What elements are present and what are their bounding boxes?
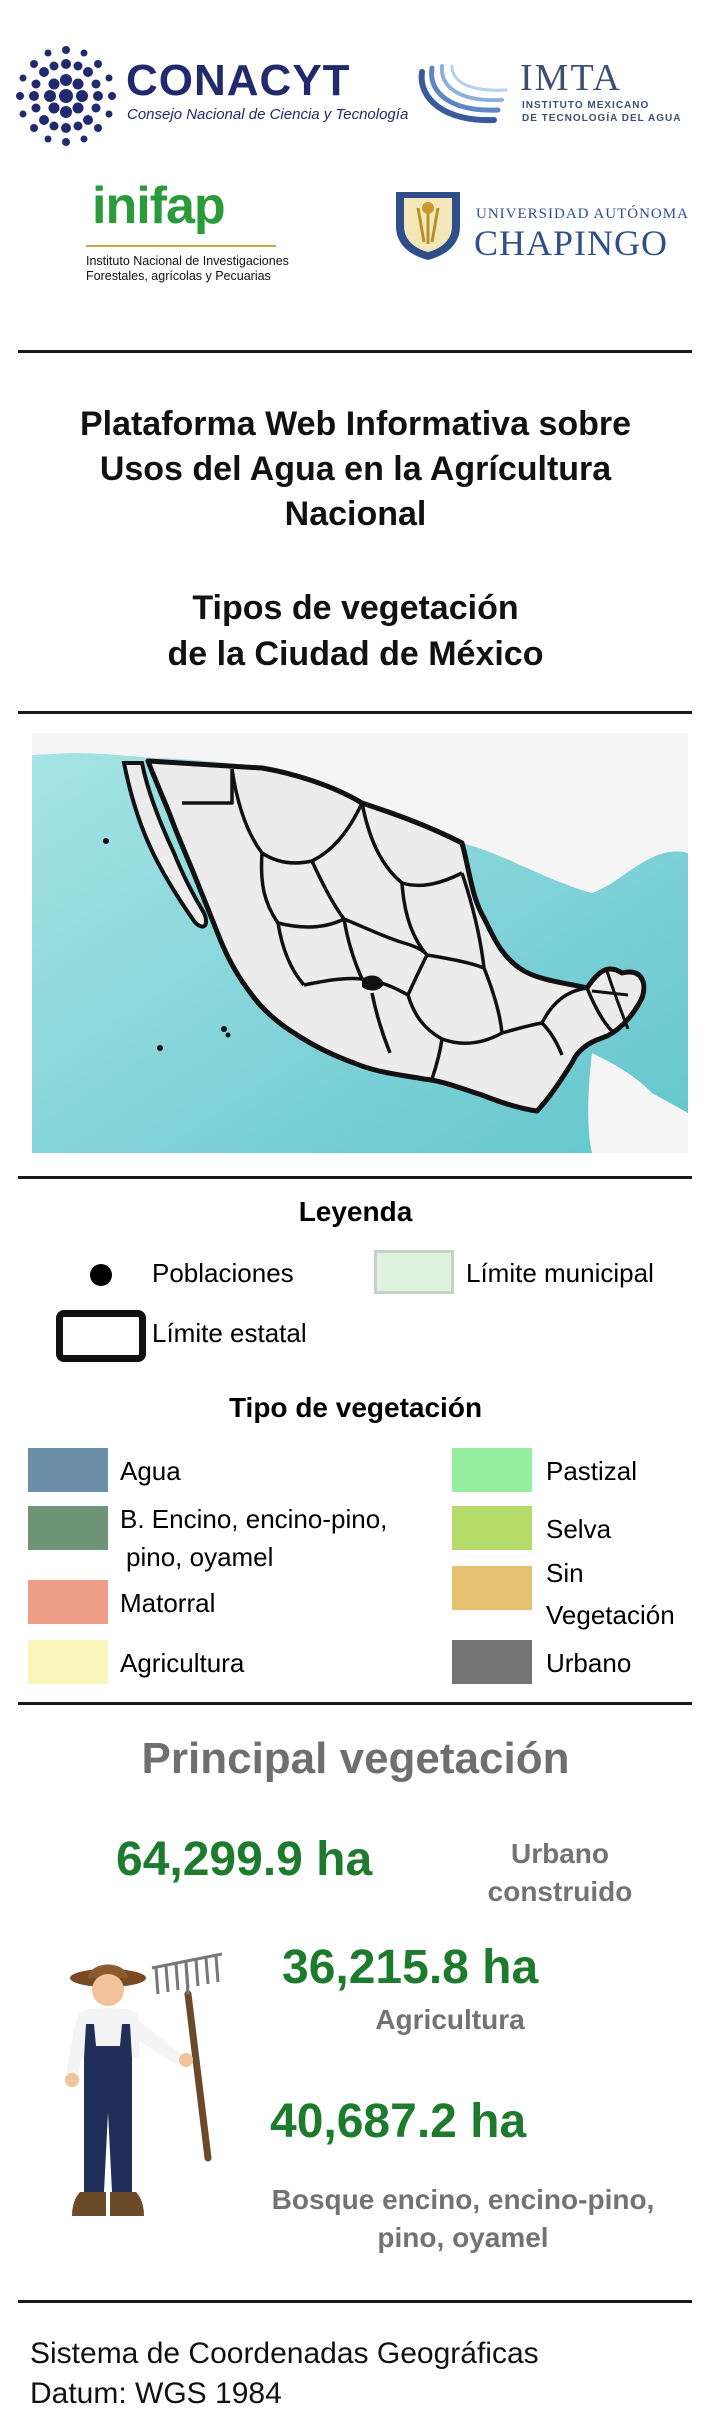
poblaciones-dot-icon	[90, 1264, 112, 1286]
stat-value-urbano: 64,299.9 ha	[116, 1833, 373, 1886]
veg-swatch-matorral	[28, 1580, 108, 1624]
divider-footer-top	[18, 2300, 692, 2303]
page-title-line2: Usos del Agua en la Agrícultura	[99, 450, 612, 488]
divider-map-top	[18, 711, 692, 714]
stat-value-bosque: 40,687.2 ha	[270, 2095, 527, 2148]
veg-label-selva: Selva	[546, 1514, 612, 1544]
page-subtitle-line1: Tipos de vegetación	[192, 589, 519, 627]
inifap-subtitle-2: Forestales, agrícolas y Pecuarias	[86, 269, 271, 283]
chapingo-line1: UNIVERSIDAD AUTÓNOMA	[476, 206, 689, 222]
map-cdmx-highlight	[362, 975, 384, 991]
map-usa-land	[32, 733, 688, 893]
stat-label-urbano-line2: construido	[487, 1876, 633, 1907]
veg-label-bosque-line1: B. Encino, encino-pino,	[120, 1504, 388, 1534]
veg-label-sin-vegetacion-line1: Sin	[546, 1558, 584, 1588]
veg-label-pastizal: Pastizal	[546, 1456, 638, 1486]
vegetation-legend-title: Tipo de vegetación	[228, 1392, 483, 1423]
imta-subtitle-2: DE TECNOLOGÍA DEL AGUA	[522, 113, 682, 124]
legend-limite-municipal: Límite municipal	[466, 1258, 654, 1288]
veg-label-bosque-line2: pino, oyamel	[126, 1542, 274, 1572]
page-subtitle-line2: de la Ciudad de México	[167, 635, 544, 673]
footer-coordinate-system: Sistema de Coordenadas Geográficas	[30, 2337, 539, 2370]
imta-name: IMTA	[520, 57, 623, 99]
divider-stats-top	[18, 1702, 692, 1705]
stat-label-bosque-line2: pino, oyamel	[377, 2222, 549, 2253]
veg-label-matorral: Matorral	[120, 1588, 216, 1618]
stat-value-agricultura: 36,215.8 ha	[282, 1941, 539, 1994]
legend-limite-estatal: Límite estatal	[152, 1318, 307, 1348]
limite-estatal-swatch	[56, 1310, 146, 1362]
map-baja-california	[121, 761, 209, 929]
veg-swatch-urbano	[452, 1640, 532, 1684]
map-state-boundaries	[182, 768, 614, 1080]
veg-swatch-pastizal	[452, 1448, 532, 1492]
page-title-line3: Nacional	[284, 495, 427, 533]
veg-label-agricultura: Agricultura	[120, 1648, 245, 1678]
inifap-underline	[86, 245, 276, 247]
divider-legend-top	[18, 1176, 692, 1179]
footer-datum: Datum: WGS 1984	[30, 2377, 282, 2410]
legend-poblaciones: Poblaciones	[152, 1258, 294, 1288]
veg-swatch-sin-vegetacion	[452, 1566, 532, 1610]
divider-top	[18, 350, 692, 353]
conacyt-emblem-icon	[16, 46, 116, 146]
stat-label-bosque-line1: Bosque encino, encino-pino,	[271, 2184, 655, 2215]
stats-title: Principal vegetación	[141, 1734, 570, 1783]
veg-label-sin-vegetacion-line2: Vegetación	[546, 1600, 675, 1630]
map-islands	[103, 838, 231, 1051]
legend-title: Leyenda	[298, 1196, 413, 1227]
inifap-subtitle-1: Instituto Nacional de Investigaciones	[86, 254, 289, 268]
veg-swatch-agricultura	[28, 1640, 108, 1684]
map-central-america-land	[588, 1053, 688, 1153]
limite-municipal-swatch	[374, 1250, 454, 1294]
farmer-with-rake-icon	[65, 1952, 223, 2216]
veg-swatch-bosque	[28, 1506, 108, 1550]
veg-label-agua: Agua	[120, 1456, 181, 1486]
conacyt-subtitle: Consejo Nacional de Ciencia y Tecnología	[127, 106, 409, 123]
imta-subtitle-1: INSTITUTO MEXICANO	[522, 100, 650, 111]
chapingo-shield-icon	[396, 192, 460, 260]
page-title-line1: Plataforma Web Informativa sobre	[79, 405, 632, 443]
veg-label-urbano: Urbano	[546, 1648, 632, 1678]
map-yucatan-boundaries	[591, 970, 630, 1030]
conacyt-name: CONACYT	[126, 56, 351, 105]
imta-wave-icon	[418, 64, 508, 124]
chapingo-line2: CHAPINGO	[474, 223, 669, 263]
map-mexico-mainland	[145, 758, 647, 1114]
stat-label-urbano-line1: Urbano	[511, 1838, 609, 1869]
stat-label-agricultura: Agricultura	[375, 2004, 525, 2035]
mexico-states-map	[32, 733, 688, 1153]
veg-swatch-agua	[28, 1448, 108, 1492]
veg-swatch-selva	[452, 1506, 532, 1550]
inifap-name: inifap	[92, 177, 226, 235]
